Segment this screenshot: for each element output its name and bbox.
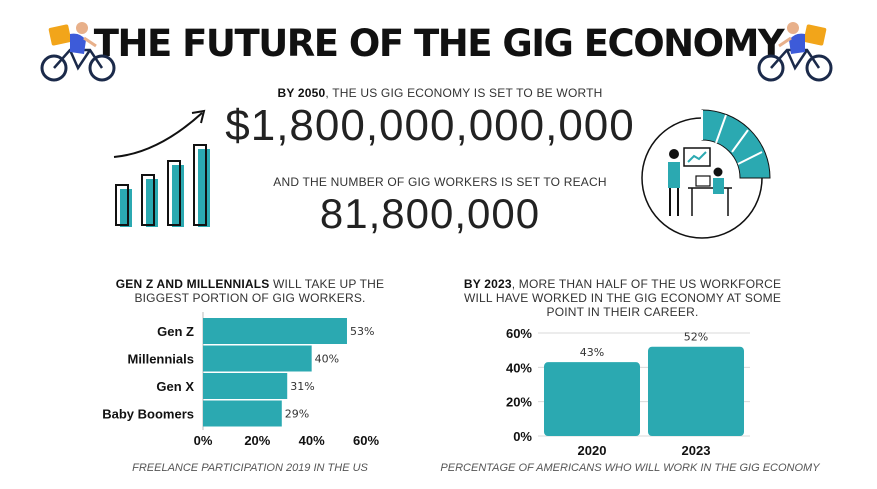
bar-0 (203, 318, 347, 344)
tick-label: 20% (506, 395, 532, 410)
page-title: THE FUTURE OF THE GIG ECONOMY (93, 22, 785, 65)
tick-label: 60% (506, 326, 532, 341)
growth-chart-icon (113, 109, 210, 227)
left-chart-caption: GEN Z AND MILLENNIALS WILL TAKE UP THE B… (115, 277, 385, 305)
category-label: Gen X (156, 379, 194, 394)
delivery-cyclist-icon (757, 22, 833, 82)
bar-1 (203, 345, 312, 372)
tick-label: 0% (194, 433, 213, 448)
bar-2023 (648, 346, 744, 436)
right-chart-footnote: PERCENTAGE OF AMERICANS WHO WILL WORK IN… (440, 462, 820, 474)
bar-2 (203, 373, 288, 399)
tick-label: 60% (353, 433, 379, 448)
generation-bar-chart: Gen Z 53% Millennials 40% Gen X 31% Baby Boome… (102, 312, 379, 448)
value-label: 53% (350, 325, 374, 338)
tick-label: 40% (299, 433, 325, 448)
bar-3 (203, 400, 282, 427)
left-chart-footnote: FREELANCE PARTICIPATION 2019 IN THE US (132, 462, 368, 474)
tick-label: 40% (506, 360, 532, 375)
value-label: 52% (684, 331, 708, 344)
stat1-caption: BY 2050, THE US GIG ECONOMY IS SET TO BE… (277, 86, 603, 100)
gig-workers-value: 81,800,000 (319, 190, 541, 237)
gig-economy-value: $1,800,000,000,000 (225, 101, 635, 150)
category-label: Millennials (128, 352, 194, 367)
right-chart-caption: BY 2023, MORE THAN HALF OF THE US WORKFO… (463, 277, 782, 319)
category-label: Baby Boomers (102, 407, 194, 422)
bar-2020 (544, 362, 640, 436)
stat2-caption: AND THE NUMBER OF GIG WORKERS IS SET TO … (273, 175, 607, 189)
category-label: Gen Z (157, 324, 194, 339)
workforce-bar-chart: 0% 20% 40% 60% 43% 2020 52% 2023 (506, 326, 750, 458)
value-label: 43% (580, 346, 604, 359)
value-label: 31% (290, 380, 314, 393)
workplace-illustration (641, 109, 771, 239)
tick-label: 20% (244, 433, 270, 448)
value-label: 40% (315, 353, 339, 366)
value-label: 29% (285, 408, 309, 421)
delivery-cyclist-icon (40, 22, 116, 82)
category-label: 2023 (682, 443, 711, 458)
category-label: 2020 (578, 443, 607, 458)
tick-label: 0% (513, 429, 532, 444)
